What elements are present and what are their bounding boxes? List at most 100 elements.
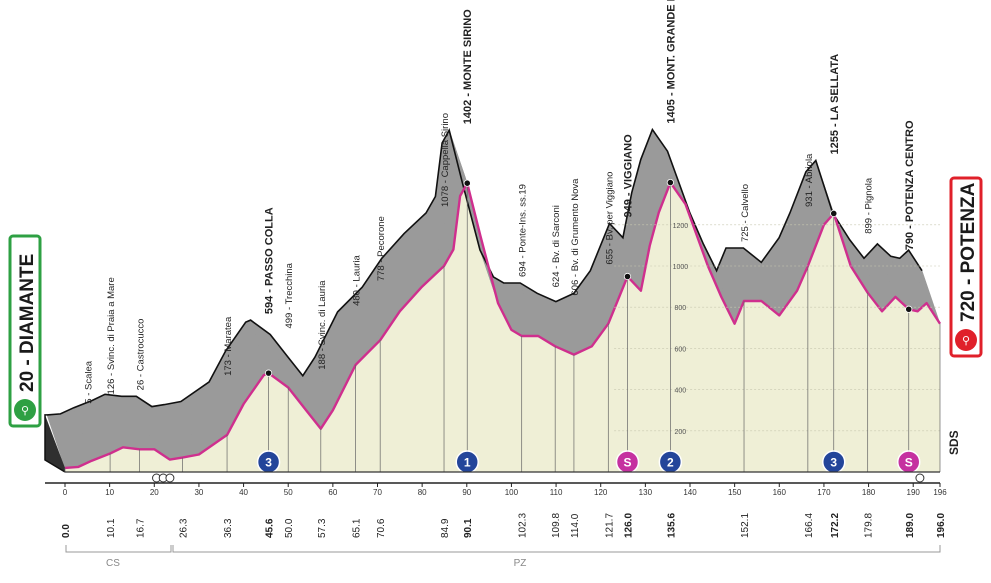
altitude-tick-label: 1200 — [673, 223, 689, 230]
bike-icon: ⚲ — [962, 335, 970, 347]
waypoint-label: 126 - Svinc. di Praia a Mare — [106, 277, 117, 394]
waypoint-label: 655 - Bv. per Viggiano — [604, 172, 615, 265]
km-axis-tick-label: 190 — [907, 488, 921, 497]
km-mark-label: 84.9 — [440, 518, 451, 538]
waypoint-label: 949 - VIGGIANO — [623, 134, 635, 218]
km-mark-label: 126.0 — [624, 513, 635, 538]
waypoint-label: 725 - Calvello — [740, 184, 751, 242]
km-axis-tick-label: 196 — [933, 488, 947, 497]
profile-area-layer — [44, 127, 942, 473]
km-mark-label: 16.7 — [136, 518, 147, 538]
waypoint-label: 5 - Scalea — [83, 360, 94, 403]
km-mark-label: 10.1 — [106, 518, 117, 538]
finish-banner: 720 - POTENZA ⚲ — [949, 176, 983, 358]
km-mark-label: 172.2 — [830, 513, 841, 538]
region-label-cs: CS — [106, 558, 120, 569]
profile-front-line — [64, 181, 942, 470]
climb-category-badge — [256, 450, 281, 474]
km-axis-layer: 0 10 20 30 40 50 60 70 80 90 100 110 120 130 140 150 160… — [45, 471, 947, 538]
km-axis-tick-label: 170 — [817, 488, 831, 497]
altitude-grid-layer: 200 400 600 800 1000 1200 — [614, 223, 940, 436]
altitude-tick-label: 600 — [675, 346, 687, 353]
sprint-badge — [897, 450, 921, 474]
icons-layer: 3 1 2 3 S S — [152, 178, 925, 483]
km-axis-tick-label: 50 — [284, 488, 293, 497]
region-label-pz: PZ — [514, 558, 527, 569]
km-axis-tick-label: 30 — [194, 488, 203, 497]
km-mark-label: 45.6 — [265, 518, 276, 538]
km-mark-label: 70.6 — [376, 518, 387, 538]
km-axis-tick-label: 80 — [418, 488, 427, 497]
altitude-tick-label: 400 — [675, 388, 687, 395]
km-axis-tick-label: 130 — [639, 488, 653, 497]
waypoint-label: 606 - Bv. di Grumento Nova — [570, 178, 581, 296]
km-mark-label: 26.3 — [178, 518, 189, 538]
km-mark-label: 65.1 — [352, 518, 363, 538]
waypoint-label: 594 - PASSO COLLA — [264, 207, 276, 314]
waypoint-label: 899 - Pignola — [864, 177, 875, 234]
summit-dot — [905, 305, 913, 313]
km-mark-label: 90.1 — [463, 518, 474, 538]
waypoint-label: 1255 - LA SELLATA — [829, 54, 841, 155]
waypoint-label: 173 - Maratea — [223, 316, 234, 376]
waypoint-label: 1402 - MONTE SIRINO — [462, 9, 474, 124]
regions-bar: CS PZ — [65, 545, 941, 569]
summit-dot — [463, 179, 471, 187]
bike-icon: ⚲ — [21, 405, 29, 417]
km-mark-label: 189.0 — [905, 513, 916, 538]
climb-category-label: 2 — [667, 456, 674, 470]
waypoint-label: 26 - Castrocucco — [136, 319, 147, 391]
sprint-label: S — [905, 456, 913, 470]
km-axis-tick-label: 110 — [550, 488, 563, 497]
km-axis-tick-label: 70 — [373, 488, 382, 497]
km-lines-layer — [64, 182, 941, 472]
summit-dot — [623, 272, 632, 281]
km-mark-label: 166.4 — [804, 513, 815, 538]
waypoint-label: 1078 - Cappella Sirino — [440, 113, 451, 207]
km-axis-tick-label: 160 — [773, 488, 787, 497]
km-mark-label: 114.0 — [570, 513, 581, 538]
waypoint-label: 480 - Lauria — [352, 254, 363, 305]
altitude-tick-label: 1000 — [673, 264, 689, 271]
intermediate-point-icon — [915, 473, 925, 483]
km-mark-label: 152.1 — [740, 513, 751, 538]
climb-category-label: 3 — [265, 456, 272, 470]
km-axis-tick-label: 20 — [150, 488, 159, 497]
climb-category-badge — [822, 450, 846, 474]
waypoint-label: 694 - Ponte-Ins. ss.19 — [518, 184, 529, 277]
km-mark-label: 102.3 — [518, 513, 529, 538]
start-banner: 20 - DIAMANTE ⚲ — [8, 234, 42, 428]
waypoint-label: 624 - Bv. di Sarconi — [551, 205, 562, 287]
climb-category-label: 3 — [830, 456, 837, 470]
profile-front-fill — [65, 182, 940, 472]
km-axis-tick-label: 10 — [105, 488, 114, 497]
summit-dot — [666, 178, 674, 187]
sprint-badge — [615, 450, 640, 474]
waypoint-label: 1405 - MONT. GRANDE DI VIGGIANO — [665, 0, 677, 124]
start-label: 20 - DIAMANTE — [17, 254, 38, 392]
finish-banner-frame — [949, 176, 983, 358]
profile-back-edge — [46, 127, 923, 416]
finish-label: 720 - POTENZA — [958, 182, 979, 322]
km-mark-label: 50.0 — [284, 518, 295, 538]
region-bracket-cs — [65, 545, 172, 553]
profile-start-face — [45, 414, 65, 472]
waypoint-label: 790 - POTENZA CENTRO — [904, 120, 916, 250]
climb-category-badge — [455, 450, 479, 474]
feed-zone-icon — [165, 473, 175, 483]
finish-bike-badge — [955, 329, 977, 351]
km-axis-tick-label: 150 — [728, 488, 742, 497]
km-mark-label: 121.7 — [604, 513, 615, 538]
km-axis-tick-label: 100 — [505, 488, 519, 497]
brand-logo: SDS — [947, 430, 961, 455]
waypoint-label: 499 - Trecchina — [284, 262, 295, 328]
region-bracket-pz — [172, 545, 941, 553]
climb-category-label: 1 — [464, 456, 471, 470]
profile-start-edge — [44, 414, 66, 473]
sprint-label: S — [623, 456, 631, 470]
km-mark-label: 57.3 — [317, 518, 328, 538]
km-axis-tick-label: 60 — [328, 488, 337, 497]
km-axis-tick-label: 120 — [594, 488, 608, 497]
